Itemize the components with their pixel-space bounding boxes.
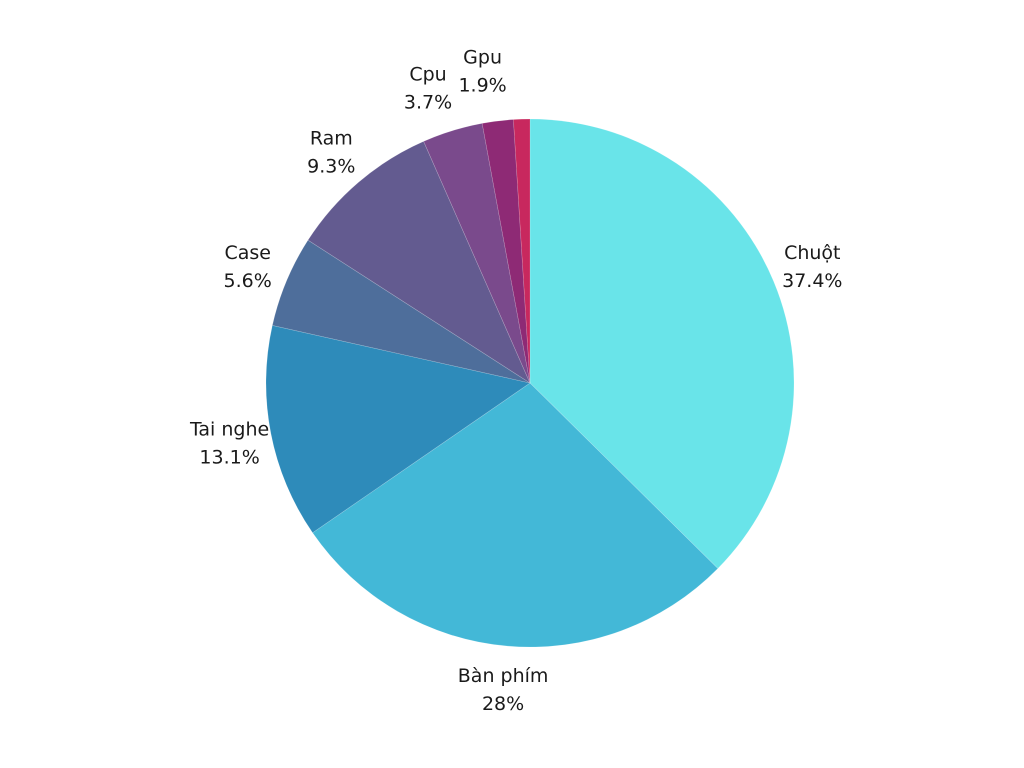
slice-label-value: 9.3%: [307, 155, 355, 177]
pie-slice-gpu: [481, 119, 531, 384]
slice-label-name: Cpu: [409, 64, 446, 86]
slice-label-group: Ram 9.3%: [307, 127, 355, 177]
pie-slice-unlabeled-7: [513, 118, 531, 384]
slice-label-name: Case: [224, 242, 271, 264]
slice-label-name: Ram: [310, 127, 353, 149]
slice-label-group: Bàn phím 28%: [458, 665, 549, 715]
slice-label-group: Gpu 1.9%: [458, 46, 506, 96]
slices-layer: [265, 118, 795, 648]
slice-label-group: Case 5.6%: [224, 242, 272, 292]
slice-label-value: 5.6%: [224, 270, 272, 292]
pie-slice-ram: [307, 140, 531, 384]
slice-label-value: 13.1%: [199, 446, 259, 468]
slice-label-name: Bàn phím: [458, 665, 549, 687]
slice-label-value: 28%: [482, 693, 524, 715]
pie-slice-chuột: [529, 118, 795, 569]
pie-slice-tai-nghe: [265, 325, 531, 534]
slice-label-name: Tai nghe: [189, 418, 269, 440]
slice-label-group: Chuột 37.4%: [782, 242, 842, 292]
slice-label-value: 1.9%: [458, 74, 506, 96]
labels-layer: Chuột 37.4% Bàn phím 28% Tai nghe 13.1% Case 5.…: [189, 46, 843, 715]
pie-slice-cpu: [423, 123, 531, 384]
slice-label-value: 3.7%: [404, 92, 452, 114]
slice-label-value: 37.4%: [782, 270, 842, 292]
slice-label-name: Chuột: [784, 242, 840, 264]
slice-label-name: Gpu: [463, 46, 502, 68]
pie-slice-case: [272, 239, 531, 384]
pie-slice-bàn-phím: [312, 382, 719, 648]
slice-label-group: Cpu 3.7%: [404, 64, 452, 114]
slice-label-group: Tai nghe 13.1%: [189, 418, 269, 468]
